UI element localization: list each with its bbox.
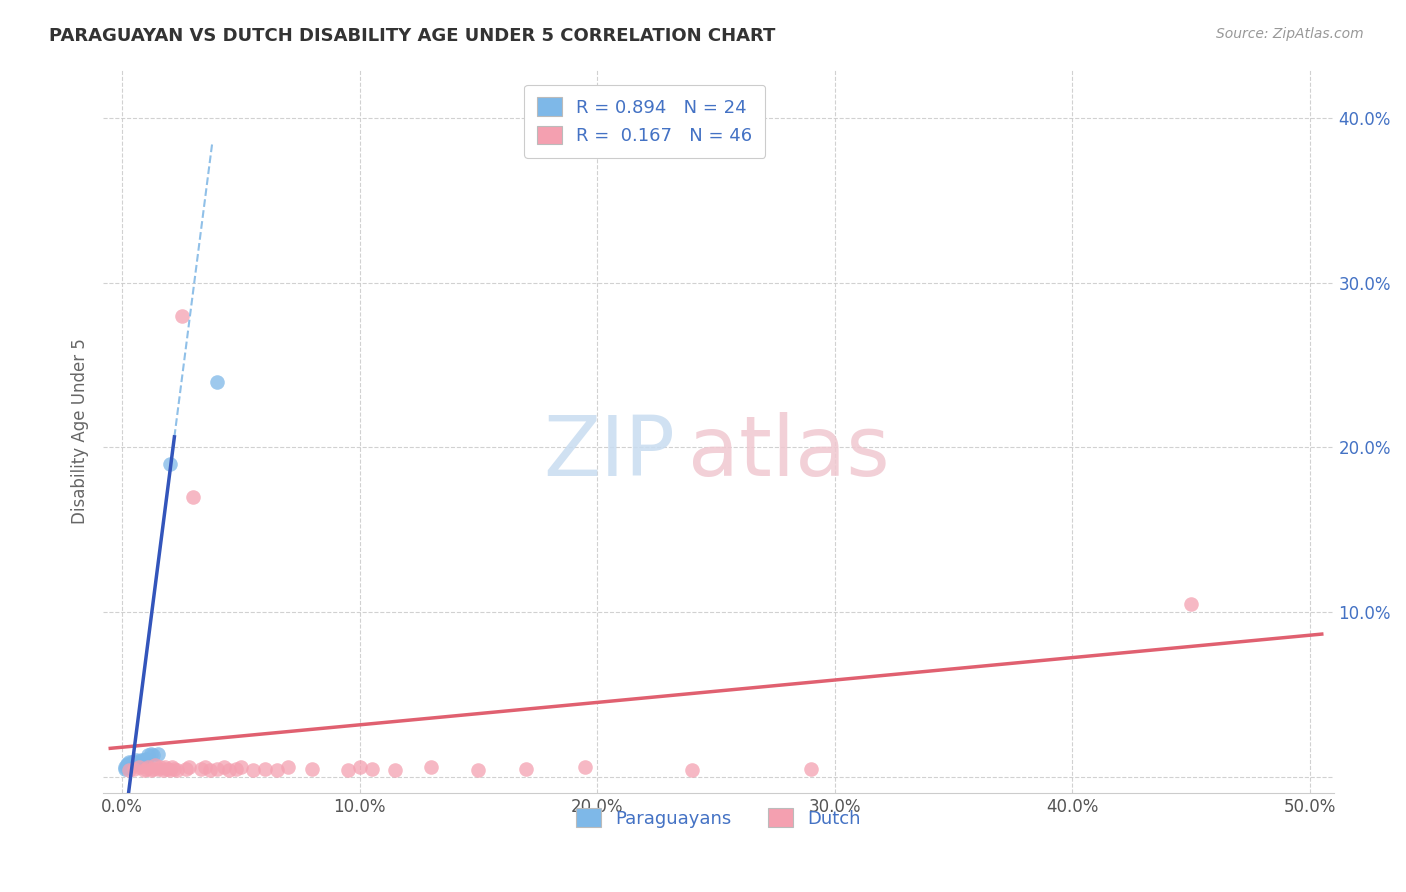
Point xyxy=(420,760,443,774)
Point xyxy=(115,760,138,774)
Point xyxy=(146,747,169,761)
Point xyxy=(115,758,138,772)
Point xyxy=(253,762,276,776)
Point xyxy=(174,762,197,776)
Point xyxy=(135,762,157,776)
Point xyxy=(149,760,172,774)
Point xyxy=(118,755,141,769)
Point xyxy=(229,760,252,774)
Point xyxy=(145,758,167,772)
Point xyxy=(125,756,148,771)
Point xyxy=(349,760,371,774)
Point xyxy=(166,764,188,778)
Point xyxy=(135,752,157,766)
Point xyxy=(146,762,169,776)
Point xyxy=(128,760,150,774)
Point xyxy=(170,309,193,323)
Point xyxy=(153,760,176,774)
Point xyxy=(160,760,183,774)
Point xyxy=(467,764,489,778)
Point xyxy=(132,764,155,778)
Point xyxy=(122,762,145,776)
Point xyxy=(121,758,143,772)
Point xyxy=(242,764,264,778)
Point xyxy=(122,758,145,772)
Point xyxy=(194,760,217,774)
Point xyxy=(136,760,159,774)
Point xyxy=(152,764,174,778)
Point xyxy=(121,755,143,769)
Point xyxy=(301,762,323,776)
Point xyxy=(142,748,165,763)
Point xyxy=(118,764,141,778)
Point xyxy=(114,760,136,774)
Legend: Paraguayans, Dutch: Paraguayans, Dutch xyxy=(568,801,869,835)
Point xyxy=(1180,597,1202,611)
Point xyxy=(132,753,155,767)
Point xyxy=(139,747,162,761)
Point xyxy=(266,764,288,778)
Point xyxy=(125,753,148,767)
Text: PARAGUAYAN VS DUTCH DISABILITY AGE UNDER 5 CORRELATION CHART: PARAGUAYAN VS DUTCH DISABILITY AGE UNDER… xyxy=(49,27,776,45)
Point xyxy=(129,753,152,767)
Point xyxy=(136,748,159,763)
Point xyxy=(163,762,186,776)
Point xyxy=(681,764,703,778)
Point xyxy=(139,764,162,778)
Y-axis label: Disability Age Under 5: Disability Age Under 5 xyxy=(72,338,89,524)
Point xyxy=(218,764,240,778)
Text: ZIP: ZIP xyxy=(544,412,675,493)
Point xyxy=(142,762,165,776)
Point xyxy=(800,762,823,776)
Point xyxy=(156,762,179,776)
Point xyxy=(205,762,228,776)
Point xyxy=(190,762,212,776)
Point xyxy=(177,760,200,774)
Point xyxy=(214,760,236,774)
Text: atlas: atlas xyxy=(688,412,890,493)
Point xyxy=(118,760,141,774)
Point xyxy=(183,490,205,504)
Point xyxy=(205,375,228,389)
Point xyxy=(515,762,537,776)
Point xyxy=(277,760,299,774)
Point xyxy=(225,762,247,776)
Point xyxy=(122,755,145,769)
Point xyxy=(115,756,138,771)
Point xyxy=(159,457,181,471)
Point xyxy=(159,764,181,778)
Point xyxy=(360,762,382,776)
Point xyxy=(128,755,150,769)
Text: Source: ZipAtlas.com: Source: ZipAtlas.com xyxy=(1216,27,1364,41)
Point xyxy=(114,762,136,776)
Point xyxy=(574,760,596,774)
Point xyxy=(384,764,406,778)
Point xyxy=(336,764,359,778)
Point xyxy=(198,764,221,778)
Point xyxy=(118,758,141,772)
